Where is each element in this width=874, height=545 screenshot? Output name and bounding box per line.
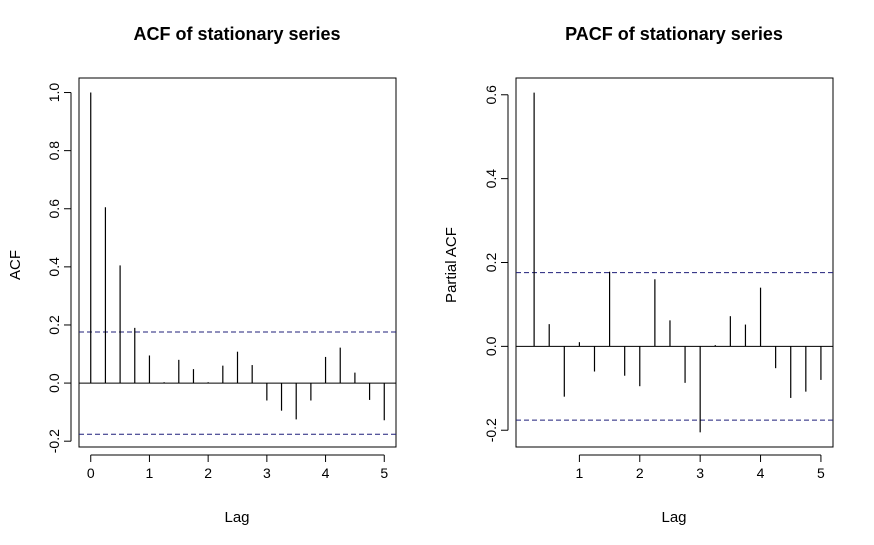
pacf-x-tick-label: 2 bbox=[636, 465, 644, 481]
pacf-x-tick-label: 4 bbox=[757, 465, 765, 481]
pacf-x-tick-label: 1 bbox=[576, 465, 584, 481]
pacf-y-axis-label: Partial ACF bbox=[443, 227, 460, 303]
acf-y-tick-label: 1.0 bbox=[46, 83, 62, 103]
pacf-y-tick-label: 0.2 bbox=[483, 253, 499, 273]
pacf-x-axis-label: Lag bbox=[661, 509, 686, 526]
acf-plot-frame bbox=[78, 77, 397, 448]
acf-y-axis-label: ACF bbox=[7, 250, 24, 280]
pacf-y-tick-label: 0.0 bbox=[483, 336, 499, 356]
pacf-plot-frame bbox=[515, 77, 834, 448]
acf-y-tick-label: 0.6 bbox=[46, 199, 62, 219]
pacf-y-tick-label: 0.4 bbox=[483, 169, 499, 189]
acf-y-tick-label: 0.8 bbox=[46, 141, 62, 161]
acf-x-tick-label: 3 bbox=[263, 465, 271, 481]
pacf-x-tick-label: 3 bbox=[696, 465, 704, 481]
acf-title: ACF of stationary series bbox=[133, 24, 340, 44]
acf-x-tick-label: 5 bbox=[380, 465, 388, 481]
pacf-x-tick-label: 5 bbox=[817, 465, 825, 481]
acf-x-axis-label: Lag bbox=[224, 509, 249, 526]
pacf-y-tick-label: -0.2 bbox=[483, 418, 499, 442]
acf-x-tick-label: 1 bbox=[146, 465, 154, 481]
acf-x-tick-label: 4 bbox=[322, 465, 330, 481]
pacf-y-tick-label: 0.6 bbox=[483, 85, 499, 105]
pacf-panel: PACF of stationary series 1 2 3 4 5 -0.2 0.0 0.2… bbox=[443, 24, 834, 526]
acf-y-tick-label: 0.4 bbox=[46, 257, 62, 277]
acf-panel: ACF of stationary series 0 1 2 3 4 5 -0.2 0.0 0.2… bbox=[7, 24, 397, 526]
acf-y-tick-label: -0.2 bbox=[46, 429, 62, 453]
acf-y-tick-label: 0.2 bbox=[46, 315, 62, 335]
acf-x-tick-label: 0 bbox=[87, 465, 95, 481]
pacf-title: PACF of stationary series bbox=[565, 24, 783, 44]
acf-x-tick-label: 2 bbox=[204, 465, 212, 481]
acf-y-tick-label: 0.0 bbox=[46, 373, 62, 393]
